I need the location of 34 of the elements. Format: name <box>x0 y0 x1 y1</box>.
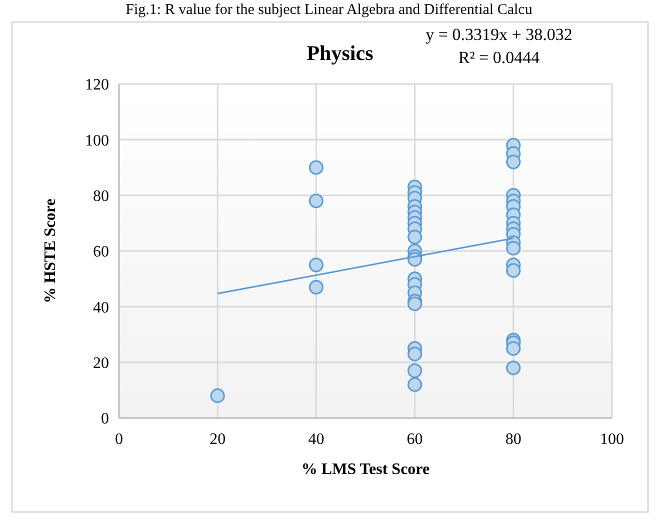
point <box>308 280 324 294</box>
point <box>408 296 422 312</box>
x-axis-title: % LMS Test Score <box>301 461 430 478</box>
point <box>308 160 324 175</box>
y-tick-label: 20 <box>93 354 109 372</box>
x-tick-label: 20 <box>210 431 226 448</box>
x-tick-label: 40 <box>308 431 324 448</box>
y-axis-title: % HSTE Score <box>42 198 59 304</box>
chart-title: Physics <box>306 41 374 65</box>
text: R² = 0.0444 <box>458 48 540 67</box>
point <box>506 154 521 170</box>
point <box>506 360 521 376</box>
point <box>506 263 521 278</box>
y-tick-label: 100 <box>85 132 109 150</box>
text: y = 0.3319x + 38.032 <box>426 25 572 44</box>
point <box>210 388 225 404</box>
point <box>308 258 324 272</box>
y-tick-label: 0 <box>101 410 109 428</box>
y-tick-label: 120 <box>85 76 109 94</box>
y-tick-label: 40 <box>93 299 109 316</box>
point <box>408 346 422 362</box>
point <box>408 363 422 378</box>
point <box>408 230 422 244</box>
point <box>506 341 521 356</box>
point <box>308 194 324 208</box>
x-tick-label: 80 <box>505 431 522 448</box>
point <box>408 377 422 392</box>
caption: Fig.1: R value for the subject Linear Algebra and Differential Calcu <box>126 2 533 18</box>
x-tick-label: 0 <box>115 431 123 448</box>
x-tick-label: 100 <box>600 431 624 448</box>
y-tick-label: 60 <box>93 244 109 261</box>
point <box>506 240 521 256</box>
x-tick-label: 60 <box>406 431 423 448</box>
y-tick-label: 80 <box>93 188 109 205</box>
